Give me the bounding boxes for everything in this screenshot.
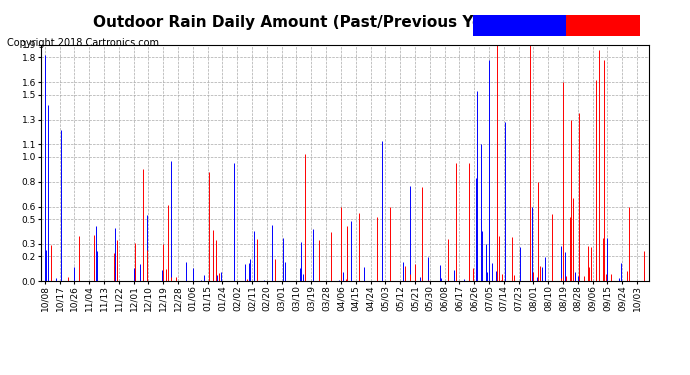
Text: Past (Inches): Past (Inches) [569, 21, 636, 30]
Text: Copyright 2018 Cartronics.com: Copyright 2018 Cartronics.com [7, 38, 159, 48]
Text: Outdoor Rain Daily Amount (Past/Previous Year) 20181008: Outdoor Rain Daily Amount (Past/Previous… [93, 15, 597, 30]
Text: Previous (Inches): Previous (Inches) [476, 21, 565, 30]
